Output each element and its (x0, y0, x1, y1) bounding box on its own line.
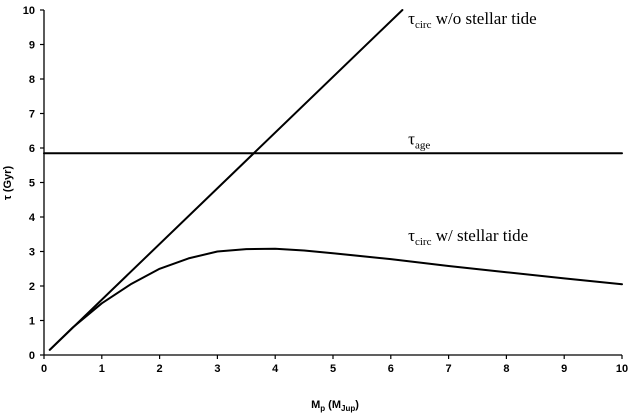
y-tick-label: 6 (29, 143, 35, 155)
ticks: 0 1 2 3 4 5 6 7 8 9 10 0 1 2 3 4 5 6 7 8 9 10 (23, 5, 628, 375)
x-tick-label: 4 (272, 363, 279, 375)
y-tick-label: 10 (23, 5, 35, 17)
x-tick-label: 8 (503, 363, 509, 375)
y-tick-label: 9 (29, 40, 35, 52)
x-tick-label: 7 (446, 363, 452, 375)
x-tick-label: 2 (157, 363, 163, 375)
y-tick-label: 1 (29, 316, 35, 328)
x-tick-label: 6 (388, 363, 394, 375)
x-axis-title: Mp (MJup) (311, 399, 359, 413)
y-tick-label: 0 (29, 350, 35, 362)
y-tick-label: 5 (29, 178, 35, 190)
annotations: τcirc w/o stellar tide τage τcirc w/ stell… (408, 9, 537, 248)
x-tick-label: 1 (99, 363, 105, 375)
annotation-wo: τcirc w/o stellar tide (408, 9, 537, 31)
y-tick-label: 2 (29, 281, 35, 293)
y-tick-label: 8 (29, 74, 35, 86)
x-tick-label: 9 (561, 363, 567, 375)
y-tick-label: 3 (29, 247, 35, 259)
series (43, 9, 623, 351)
y-tick-label: 4 (29, 212, 36, 224)
series-line-without-stellar-tide (48, 9, 404, 351)
x-tick-label: 3 (214, 363, 220, 375)
annotation-w: τcirc w/ stellar tide (408, 226, 528, 248)
plot-area: 0 1 2 3 4 5 6 7 8 9 10 0 1 2 3 4 5 6 7 8 9 10 τcirc w/o stell… (23, 5, 628, 375)
x-tick-label: 5 (330, 363, 336, 375)
x-tick-label: 0 (41, 363, 47, 375)
y-tick-label: 7 (29, 109, 35, 121)
y-axis-title: τ (Gyr) (2, 166, 14, 201)
annotation-age: τage (408, 130, 430, 152)
series-line-with-stellar-tide (48, 247, 623, 351)
x-tick-label: 10 (616, 363, 628, 375)
